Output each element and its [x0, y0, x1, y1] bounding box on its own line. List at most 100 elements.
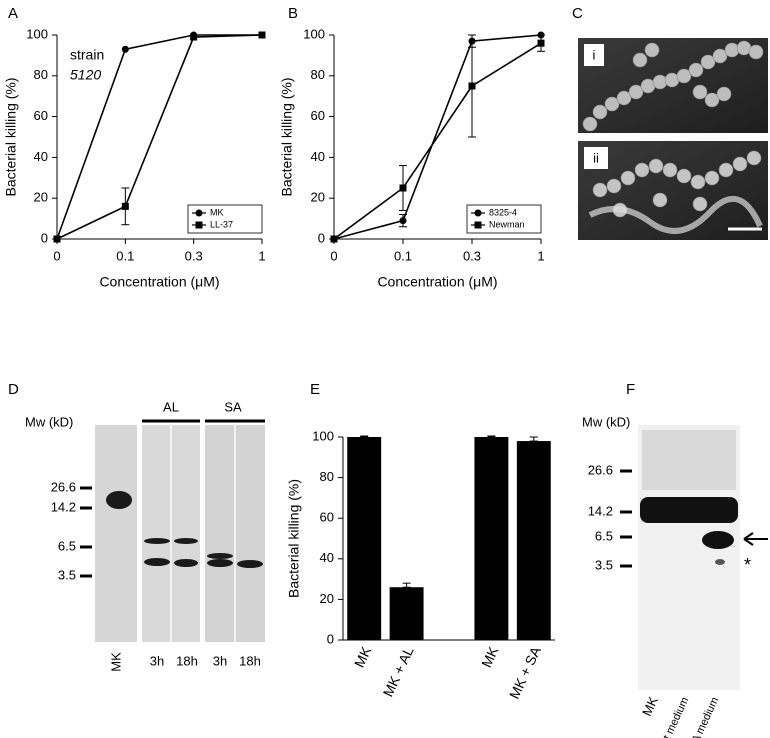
x-tick-label: 1 — [258, 248, 265, 263]
y-tick-label: 80 — [320, 469, 334, 484]
band — [715, 559, 725, 565]
band — [702, 531, 734, 549]
series-line — [333, 34, 542, 240]
panel-label: A — [8, 5, 18, 22]
marker-label: 14.2 — [588, 503, 613, 518]
marker — [399, 184, 407, 192]
panel-c: C i ii — [572, 5, 768, 240]
y-tick-label: 40 — [320, 550, 334, 565]
smear — [642, 430, 736, 490]
x-axis-label: Concentration (μM) — [377, 274, 497, 290]
legend-marker — [195, 221, 203, 229]
x-tick-label: MK — [351, 643, 375, 669]
lane-label: 3h — [213, 653, 227, 668]
y-tick-label: 0 — [41, 230, 48, 245]
marker-label: 26.6 — [588, 462, 613, 477]
panel-d: D Mw (kD) AL SA 26.6 14.2 6.5 3.5 MK 3 — [8, 381, 265, 672]
bar — [347, 437, 382, 640]
image-tag — [584, 147, 608, 169]
lane-label: 18h — [239, 653, 261, 668]
marker-label: 3.5 — [595, 557, 613, 572]
marker — [468, 82, 476, 90]
y-tick-label: 20 — [34, 190, 48, 205]
y-axis-label: Bacterial killing (%) — [286, 479, 302, 598]
x-tick-label: MK + SA — [506, 643, 544, 701]
annotation: 5120 — [70, 67, 101, 83]
y-tick-label: 40 — [311, 149, 325, 164]
gel-lane — [95, 425, 137, 642]
matrix — [588, 195, 763, 234]
mw-label: Mw (kD) — [582, 414, 630, 429]
marker — [121, 202, 129, 210]
markers: 26.6 14.2 6.5 3.5 — [588, 462, 632, 572]
legend-marker — [474, 209, 482, 217]
marker — [121, 45, 129, 53]
marker-label: 6.5 — [58, 538, 76, 553]
y-tick-label: 100 — [303, 26, 325, 41]
x-tick-label: 0.1 — [116, 248, 134, 263]
bar — [516, 441, 551, 640]
marker — [53, 235, 61, 243]
cells — [582, 40, 764, 132]
marker-label: 3.5 — [58, 567, 76, 582]
image-tag — [584, 44, 604, 66]
marker — [330, 235, 338, 243]
marker — [537, 39, 545, 47]
lane-label: MK — [108, 652, 123, 672]
y-axis-label: Bacterial killing (%) — [3, 77, 19, 196]
lane-label: 3h — [150, 653, 164, 668]
series-line — [56, 34, 262, 240]
markers: 26.6 14.2 6.5 3.5 — [51, 479, 92, 582]
x-tick-label: MK — [478, 643, 502, 669]
y-tick-label: 100 — [312, 428, 334, 443]
marker — [190, 33, 198, 41]
x-tick-label: MK + AL — [380, 644, 417, 699]
y-tick-label: 0 — [318, 230, 325, 245]
legend-marker — [195, 209, 203, 217]
group-label: AL — [163, 399, 179, 414]
y-tick-label: 60 — [34, 108, 48, 123]
series-line — [333, 42, 542, 240]
bar — [474, 437, 509, 640]
marker-label: 26.6 — [51, 479, 76, 494]
panel-label: E — [310, 381, 320, 398]
lane-label: 18h — [176, 653, 198, 668]
group-label: SA — [224, 399, 242, 414]
y-tick-label: 60 — [311, 108, 325, 123]
panel-label: B — [288, 5, 298, 22]
marker — [399, 217, 407, 225]
x-tick-label: 0 — [53, 248, 60, 263]
image-label: i — [593, 47, 596, 62]
y-tick-label: 80 — [34, 67, 48, 82]
y-tick-label: 0 — [327, 631, 334, 646]
marker — [258, 31, 266, 39]
x-tick-label: 0.1 — [394, 248, 412, 263]
asterisk: * — [744, 555, 751, 575]
bands — [106, 491, 263, 568]
panel-label: C — [572, 5, 583, 22]
panel-f: F Mw (kD) 26.6 14.2 6.5 3.5 * MK + wt me… — [582, 381, 768, 738]
y-tick-label: 100 — [26, 26, 48, 41]
legend-marker — [474, 221, 482, 229]
legend-label: 8325-4 — [489, 207, 517, 217]
mw-label: Mw (kD) — [25, 414, 73, 429]
arrow-head — [743, 532, 754, 546]
bar — [389, 587, 424, 640]
panel-label: F — [626, 381, 635, 398]
band — [640, 497, 738, 523]
lane-label: MK — [639, 694, 661, 718]
x-tick-label: 1 — [537, 248, 544, 263]
legend-label: MK — [210, 207, 224, 217]
series-line — [56, 34, 263, 240]
y-tick-label: 60 — [320, 510, 334, 525]
y-axis-label: Bacterial killing (%) — [279, 77, 295, 196]
legend-box — [466, 204, 542, 234]
y-tick-label: 20 — [311, 190, 325, 205]
y-tick-label: 80 — [311, 67, 325, 82]
panel-label: D — [8, 381, 19, 398]
x-tick-label: 0.3 — [463, 248, 481, 263]
marker-label: 14.2 — [51, 499, 76, 514]
y-tick-label: 40 — [34, 149, 48, 164]
